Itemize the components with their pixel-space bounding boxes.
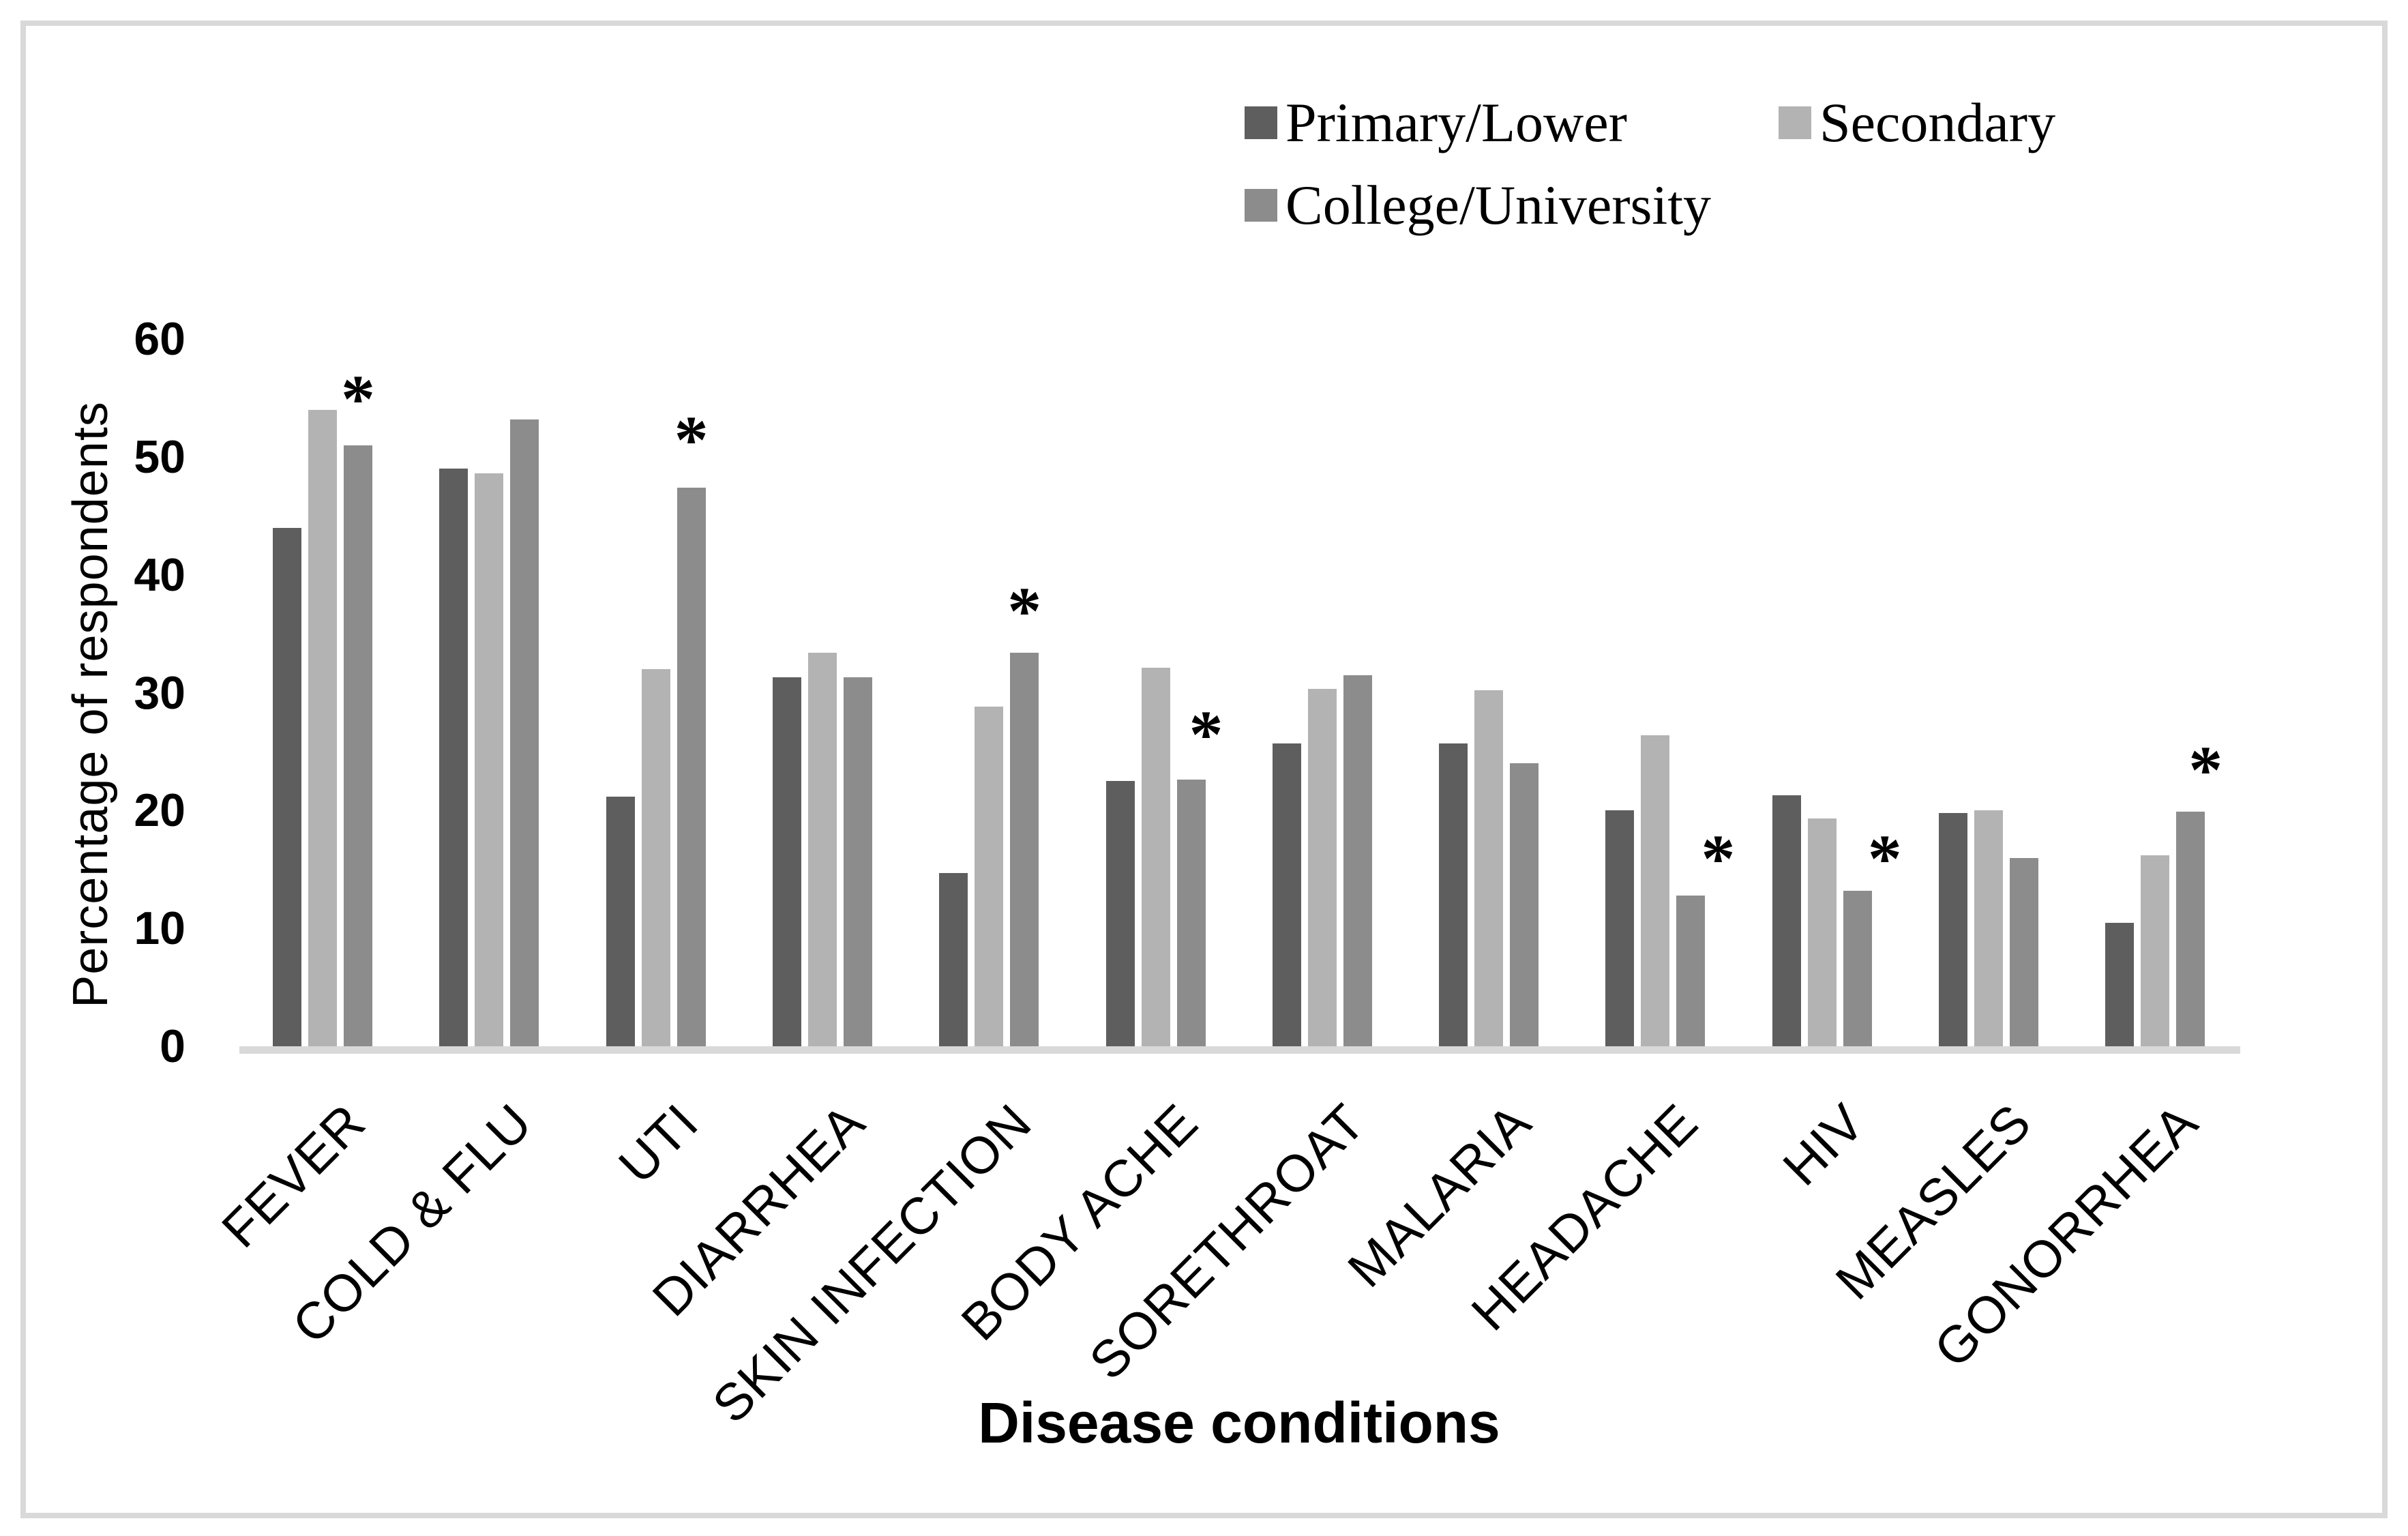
asterisk-marker: *: [1867, 820, 1902, 896]
bar-hiv-college-university: [1843, 890, 1872, 1046]
bar-skin-infection-primary-lower: [939, 872, 968, 1046]
y-tick-label: 40: [134, 548, 185, 601]
bar-gonorrhea-college-university: [2176, 812, 2205, 1046]
y-tick-label: 30: [134, 666, 185, 719]
bar-hiv-secondary: [1807, 818, 1837, 1046]
bar-sorethroat-primary-lower: [1272, 743, 1301, 1046]
bar-cold-flu-secondary: [475, 473, 504, 1046]
x-axis-line: [239, 1046, 2240, 1054]
bar-sorethroat-secondary: [1307, 689, 1337, 1046]
legend-label: College/University: [1285, 174, 1712, 236]
bar-measles-primary-lower: [1939, 812, 1967, 1046]
bar-headache-primary-lower: [1605, 810, 1635, 1046]
bar-uti-secondary: [641, 669, 670, 1046]
asterisk-marker: *: [1189, 696, 1223, 773]
x-axis-title: Disease conditions: [978, 1391, 1500, 1455]
bar-diarrhea-primary-lower: [772, 677, 801, 1046]
bar-malaria-college-university: [1510, 763, 1539, 1046]
bar-headache-secondary: [1641, 735, 1670, 1046]
bar-body-ache-primary-lower: [1105, 781, 1135, 1046]
bar-hiv-primary-lower: [1772, 795, 1801, 1046]
bar-measles-college-university: [2010, 857, 2038, 1046]
y-tick-label: 10: [134, 902, 185, 955]
bar-malaria-primary-lower: [1439, 743, 1468, 1046]
chart-border-frame: [20, 20, 2388, 1518]
asterisk-marker: *: [341, 360, 375, 437]
legend-swatch-icon: [1779, 106, 1811, 139]
legend-swatch-icon: [1245, 106, 1277, 139]
y-tick-label: 50: [134, 431, 185, 483]
bar-skin-infection-secondary: [975, 707, 1004, 1046]
asterisk-marker: *: [1007, 573, 1042, 649]
bar-skin-infection-college-university: [1010, 652, 1039, 1046]
bar-cold-flu-college-university: [510, 419, 539, 1046]
bar-fever-secondary: [308, 409, 337, 1046]
asterisk-marker: *: [2188, 732, 2223, 808]
bar-fever-college-university: [344, 445, 372, 1046]
bar-malaria-secondary: [1474, 690, 1504, 1046]
y-tick-label: 60: [134, 313, 185, 366]
bar-sorethroat-college-university: [1343, 675, 1372, 1046]
legend-swatch-icon: [1245, 189, 1277, 222]
y-tick-label: 20: [134, 784, 185, 837]
bar-uti-primary-lower: [606, 796, 635, 1046]
bar-fever-primary-lower: [273, 527, 301, 1046]
bar-uti-college-university: [677, 487, 706, 1046]
asterisk-marker: *: [1701, 820, 1736, 896]
legend-label: Secondary: [1819, 91, 2056, 153]
y-tick-label: 0: [160, 1020, 185, 1072]
asterisk-marker: *: [674, 402, 709, 478]
bar-body-ache-secondary: [1141, 668, 1170, 1046]
bar-cold-flu-primary-lower: [439, 469, 469, 1046]
bar-headache-college-university: [1676, 895, 1706, 1046]
bar-diarrhea-secondary: [807, 652, 837, 1046]
bar-gonorrhea-primary-lower: [2105, 922, 2135, 1046]
bar-gonorrhea-secondary: [2141, 855, 2170, 1046]
legend-label: Primary/Lower: [1285, 91, 1627, 153]
bar-diarrhea-college-university: [843, 677, 872, 1046]
bar-measles-secondary: [1974, 810, 2003, 1046]
bar-body-ache-college-university: [1176, 780, 1206, 1046]
